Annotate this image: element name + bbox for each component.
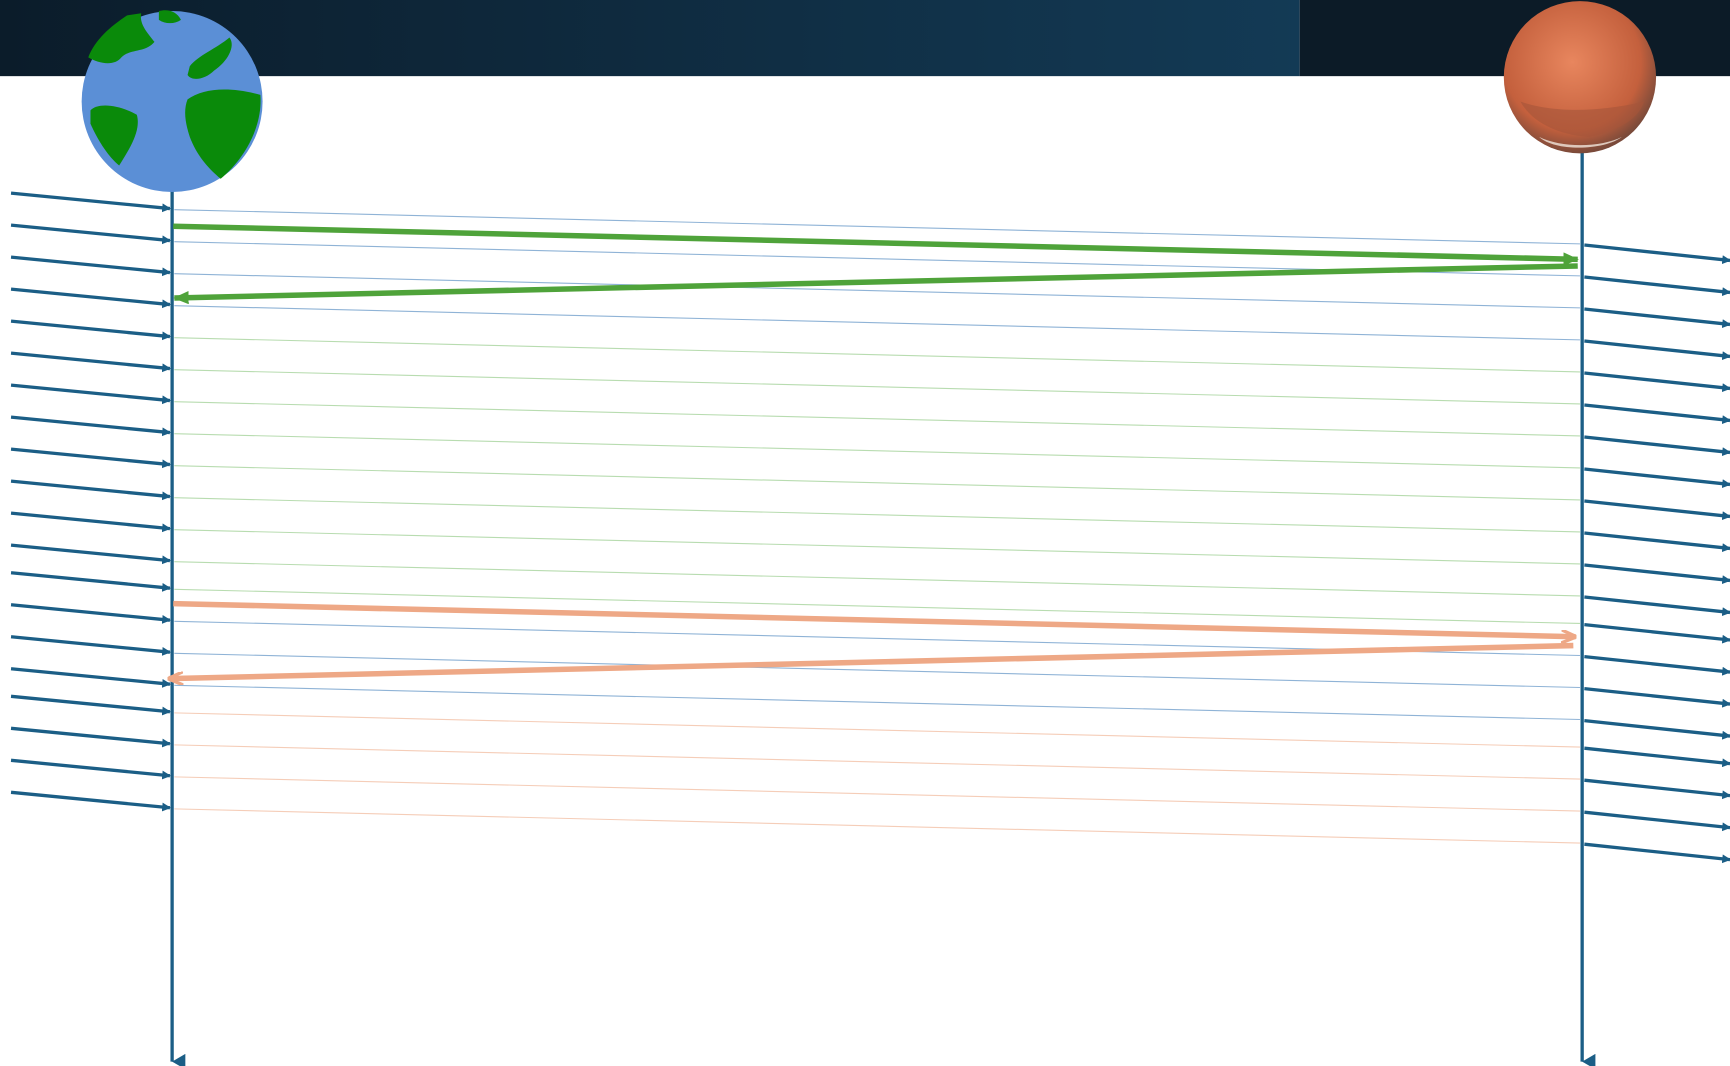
faint-signal xyxy=(174,210,1580,244)
incoming-arrow-mars xyxy=(1584,748,1730,763)
incoming-arrow-mars xyxy=(1584,373,1730,388)
incoming-arrow-mars xyxy=(1584,597,1730,612)
page: (() => { const svg = document.getElement… xyxy=(0,0,1730,1066)
faint-signal xyxy=(174,466,1580,500)
incoming-arrow-mars xyxy=(1584,533,1730,548)
incoming-arrow-mars xyxy=(1584,245,1730,260)
incoming-arrow-earth xyxy=(11,728,170,743)
faint-signal xyxy=(174,498,1580,532)
incoming-arrow-mars xyxy=(1584,689,1730,704)
faint-signal xyxy=(174,562,1580,596)
incoming-arrow-earth xyxy=(11,637,170,652)
incoming-arrow-mars xyxy=(1584,501,1730,516)
incoming-arrow-earth xyxy=(11,760,170,775)
incoming-arrow-earth xyxy=(11,193,170,208)
incoming-arrow-earth xyxy=(11,545,170,560)
earth xyxy=(82,10,263,192)
faint-signal xyxy=(174,685,1580,719)
incoming-arrow-earth xyxy=(11,289,170,304)
green-signal-out xyxy=(173,226,1578,259)
faint-signal xyxy=(174,713,1580,747)
signal-lines xyxy=(174,210,1580,843)
faint-signal xyxy=(174,530,1580,564)
faint-signal xyxy=(174,653,1580,687)
incoming-arrow-earth xyxy=(11,353,170,368)
incoming-arrow-mars xyxy=(1584,844,1730,859)
incoming-arrow-mars xyxy=(1584,657,1730,672)
incoming-arrow-mars xyxy=(1584,625,1730,640)
faint-signal xyxy=(174,402,1580,436)
incoming-arrow-earth xyxy=(11,449,170,464)
incoming-arrow-mars xyxy=(1584,565,1730,580)
incoming-arrow-earth xyxy=(11,669,170,684)
incoming-arrow-earth xyxy=(11,481,170,496)
incoming-arrow-earth xyxy=(11,321,170,336)
faint-signal xyxy=(174,306,1580,340)
green-signal-back xyxy=(174,266,1577,298)
incoming-arrow-earth xyxy=(11,792,170,807)
incoming-arrow-earth xyxy=(11,257,170,272)
orange-signal-out xyxy=(173,604,1575,637)
incoming-arrow-mars xyxy=(1584,437,1730,452)
incoming-arrow-mars xyxy=(1584,277,1730,292)
faint-signal xyxy=(174,338,1580,372)
faint-signal xyxy=(174,745,1580,779)
incoming-arrow-mars xyxy=(1584,309,1730,324)
incoming-arrow-mars xyxy=(1584,780,1730,795)
incoming-arrow-earth xyxy=(11,225,170,240)
incoming-arrow-mars xyxy=(1584,469,1730,484)
incoming-arrow-mars xyxy=(1584,341,1730,356)
diagram xyxy=(0,0,1730,1066)
incoming-arrow-mars xyxy=(1584,812,1730,827)
incoming-arrow-earth xyxy=(11,513,170,528)
orange-signal-back xyxy=(169,646,1574,679)
incoming-arrow-mars xyxy=(1584,405,1730,420)
incoming-arrow-earth xyxy=(11,696,170,711)
faint-signal xyxy=(174,809,1580,843)
faint-signal xyxy=(174,777,1580,811)
mars xyxy=(1504,1,1656,153)
incoming-arrow-earth xyxy=(11,573,170,588)
faint-signal xyxy=(174,370,1580,404)
incoming-arrow-earth xyxy=(11,385,170,400)
incoming-arrow-earth xyxy=(11,417,170,432)
incoming-arrow-mars xyxy=(1584,721,1730,736)
faint-signal xyxy=(174,434,1580,468)
incoming-arrow-earth xyxy=(11,605,170,620)
